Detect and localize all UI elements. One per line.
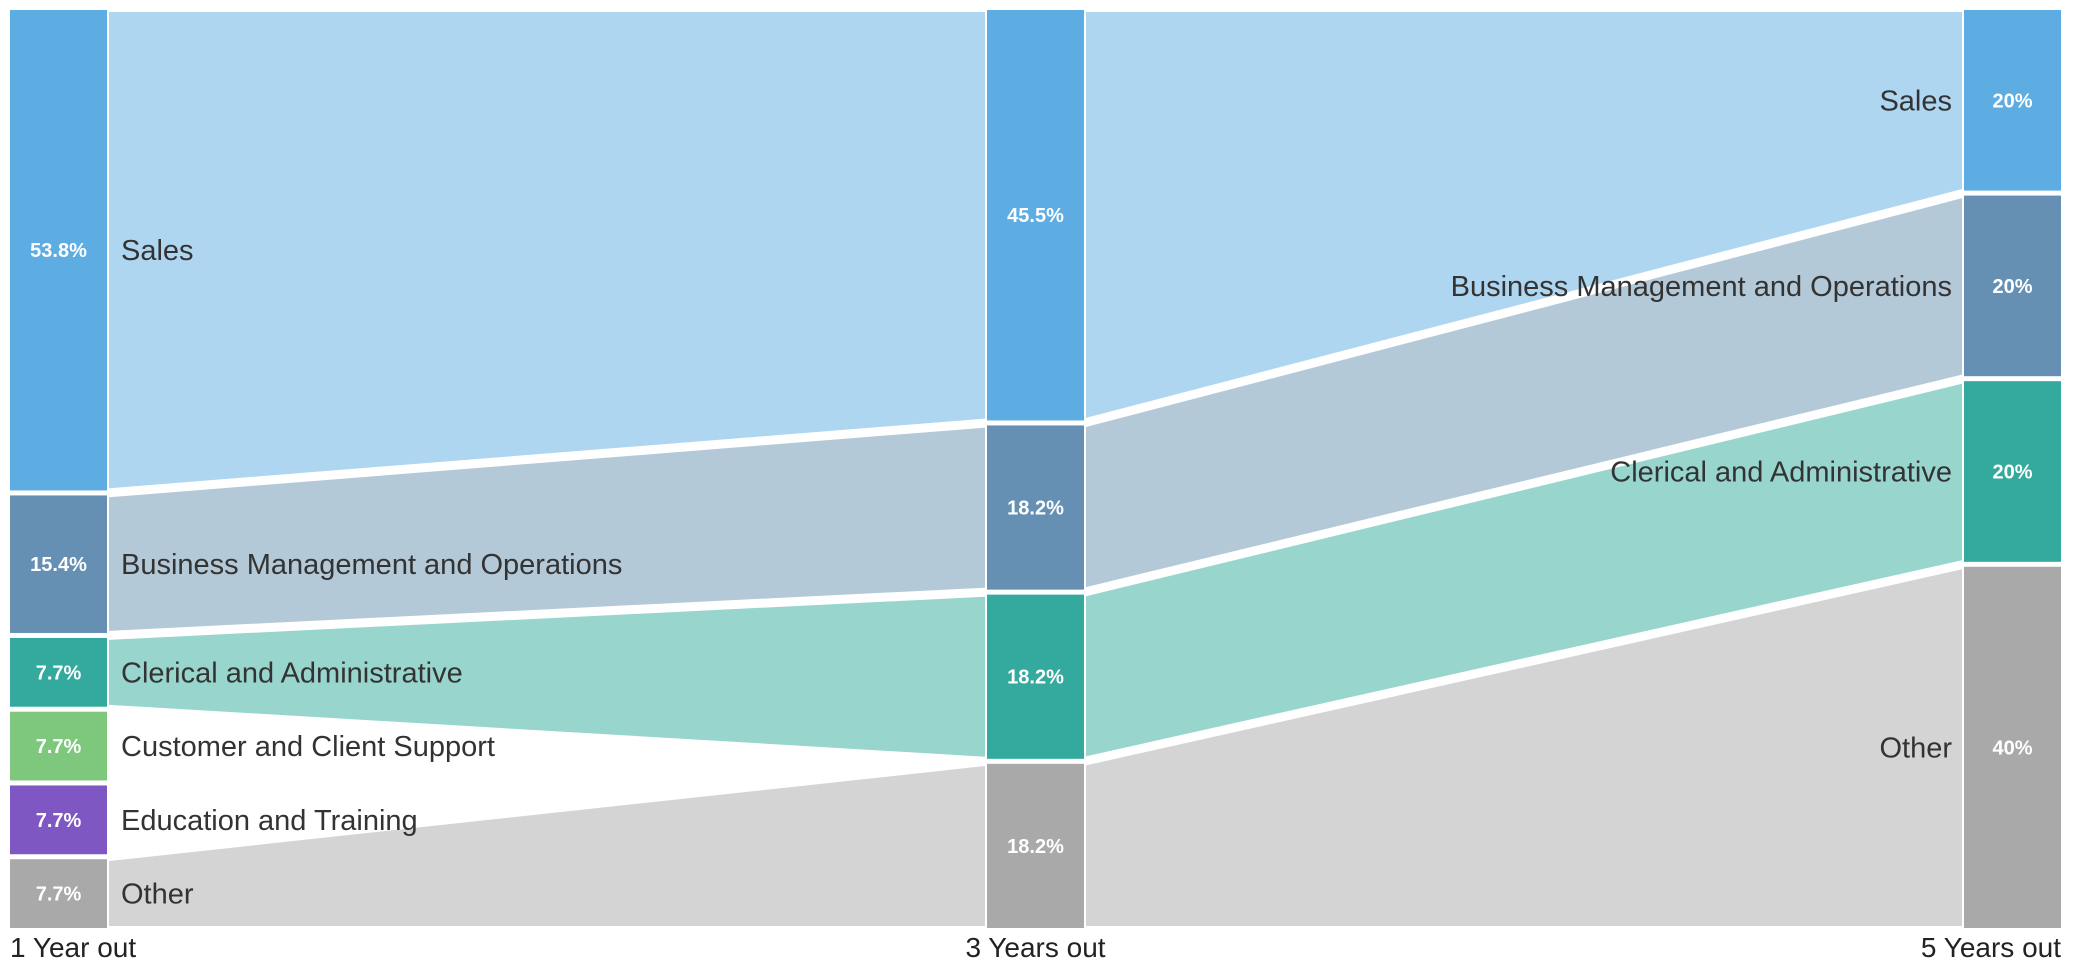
pct-label-col3-clerical-and-administrative: 20% xyxy=(1992,462,2032,484)
category-label-col1-other: Other xyxy=(121,879,194,911)
column-label-2: 3 Years out xyxy=(965,932,1105,963)
pct-label-col1-clerical-and-administrative: 7.7% xyxy=(36,662,82,684)
flow-layer xyxy=(105,8,1966,930)
node-col1-clerical-and-administrative xyxy=(10,637,107,707)
node-col1-business-management-and-operations xyxy=(10,495,107,633)
category-label-col1-business-management-and-operations: Business Management and Operations xyxy=(121,549,622,581)
flow-1-other xyxy=(105,761,989,930)
node-col3-business-management-and-operations xyxy=(1964,195,2061,377)
node-col2-business-management-and-operations xyxy=(987,425,1084,590)
node-layer xyxy=(10,10,2061,928)
pct-label-col2-clerical-and-administrative: 18.2% xyxy=(1007,667,1064,689)
node-col2-clerical-and-administrative xyxy=(987,594,1084,759)
node-col3-other xyxy=(1964,566,2061,928)
column-label-3: 5 Years out xyxy=(1921,932,2061,963)
node-col1-other xyxy=(10,859,107,928)
node-col2-other xyxy=(987,763,1084,928)
category-label-col1-customer-and-client-support: Customer and Client Support xyxy=(121,731,495,763)
pct-label-col2-sales: 45.5% xyxy=(1007,205,1064,227)
category-label-col1-clerical-and-administrative: Clerical and Administrative xyxy=(121,657,463,689)
pct-label-col1-business-management-and-operations: 15.4% xyxy=(30,554,87,576)
category-label-col1-sales: Sales xyxy=(121,235,194,267)
pct-label-col2-other: 18.2% xyxy=(1007,836,1064,858)
node-col3-sales xyxy=(1964,10,2061,191)
node-col3-clerical-and-administrative xyxy=(1964,381,2061,562)
pct-label-col1-other: 7.7% xyxy=(36,884,82,906)
node-col2-sales xyxy=(987,10,1084,421)
node-col1-customer-and-client-support xyxy=(10,711,107,781)
label-layer: 53.8% Sales 15.4% Business Management and O… xyxy=(10,85,2061,963)
flow-1-sales xyxy=(105,8,989,493)
pct-label-col1-customer-and-client-support: 7.7% xyxy=(36,736,82,758)
pct-label-col1-education-and-training: 7.7% xyxy=(36,810,82,832)
category-label-col3-business-management-and-operations: Business Management and Operations xyxy=(1451,271,1952,303)
pct-label-col3-other: 40% xyxy=(1992,737,2032,759)
node-col1-education-and-training xyxy=(10,785,107,855)
pct-label-col1-sales: 53.8% xyxy=(30,240,87,262)
category-label-col3-other: Other xyxy=(1879,732,1952,764)
category-label-col3-sales: Sales xyxy=(1879,85,1952,117)
column-label-1: 1 Year out xyxy=(10,932,136,963)
pct-label-col3-business-management-and-operations: 20% xyxy=(1992,276,2032,298)
pct-label-col2-business-management-and-operations: 18.2% xyxy=(1007,498,1064,520)
category-label-col1-education-and-training: Education and Training xyxy=(121,805,418,837)
category-label-col3-clerical-and-administrative: Clerical and Administrative xyxy=(1610,457,1952,489)
node-col1-sales xyxy=(10,10,107,491)
pct-label-col3-sales: 20% xyxy=(1992,90,2032,112)
